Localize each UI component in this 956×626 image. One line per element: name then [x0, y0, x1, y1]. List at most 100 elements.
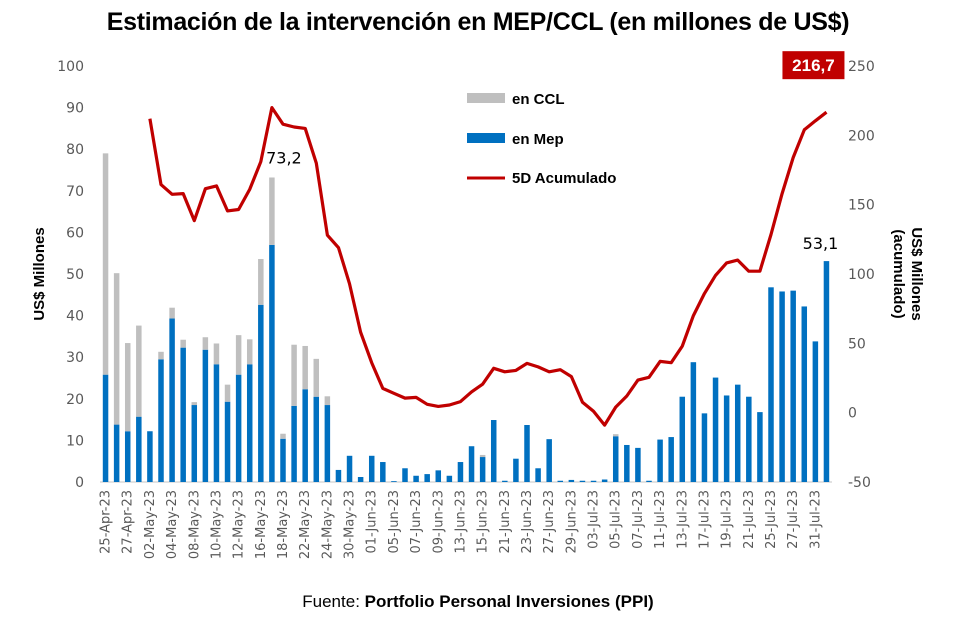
bar-mep: [158, 359, 164, 482]
bar-mep: [169, 318, 175, 482]
x-tick-label: 07-Jun-23: [409, 490, 424, 554]
source-name: Portfolio Personal Inversiones (PPI): [364, 592, 654, 611]
bar-mep: [801, 306, 808, 482]
y2-tick-label: 250: [848, 59, 875, 75]
bar-mep: [224, 401, 231, 482]
legend-label-mep: en Mep: [512, 131, 564, 148]
bar-mep: [391, 481, 397, 482]
y2-tick-label: 50: [848, 336, 866, 352]
bar-mep: [479, 457, 486, 482]
chart-title: Estimación de la intervención en MEP/CCL…: [106, 8, 850, 36]
x-tick-label: 18-May-23: [276, 490, 291, 559]
bar-mep: [690, 362, 697, 482]
x-axis: 25-Apr-23 27-Apr-23 02-May-23 04-May-23 08-M…: [99, 490, 824, 559]
x-tick-label: 21-Jun-23: [498, 490, 513, 554]
bar-mep: [757, 412, 763, 482]
legend-item-mep: en Mep: [467, 131, 564, 148]
bar-mep: [779, 291, 785, 482]
x-tick-label: 02-May-23: [143, 490, 158, 559]
x-tick-label: 30-May-23: [343, 490, 358, 559]
bar-ccl: [136, 325, 142, 417]
bar-mep: [490, 420, 497, 482]
bar-mep: [246, 364, 253, 482]
x-tick-label: 23-Jun-23: [520, 490, 535, 554]
x-tick-label: 25-Jul-23: [764, 490, 779, 549]
bar-mep: [258, 304, 264, 482]
bar-mep: [324, 405, 331, 482]
y-tick-label: 100: [57, 59, 84, 75]
bar-mep: [601, 479, 608, 482]
bar-mep: [468, 446, 475, 482]
bar-ccl: [124, 343, 131, 432]
x-tick-label: 11-Jul-23: [653, 490, 668, 549]
bar-mep: [557, 480, 564, 482]
y-tick-label: 50: [66, 267, 84, 283]
bar-mep: [590, 480, 597, 482]
x-tick-label: 27-Apr-23: [121, 490, 136, 554]
bar-ccl: [235, 335, 242, 375]
bar-mep: [335, 469, 342, 482]
y-axis-left: 0 10 20 30 40 50 60 70 80 90 100: [57, 59, 84, 491]
bar-mep: [202, 349, 209, 482]
y-axis-right: -50 0 50 100 150 200 250: [848, 59, 875, 491]
x-tick-label: 12-May-23: [232, 490, 247, 559]
y2-tick-label: 0: [848, 406, 857, 422]
data-label-last-bar: 53,1: [803, 234, 839, 253]
bar-mep: [136, 416, 142, 482]
bar-ccl: [280, 433, 286, 439]
bar-mep: [280, 438, 286, 482]
y2-axis-title-line2: (acumulado): [890, 229, 907, 318]
y-axis-title: US$ Millones: [31, 227, 48, 320]
bar-mep: [768, 287, 774, 482]
x-tick-label: 09-Jun-23: [431, 490, 446, 554]
bar-ccl: [213, 343, 220, 365]
x-tick-label: 08-May-23: [187, 490, 202, 559]
y-tick-label: 40: [66, 309, 84, 325]
x-tick-label: 27-Jul-23: [786, 490, 801, 549]
bar-ccl: [158, 351, 164, 360]
bar-ccl: [302, 345, 308, 390]
bar-ccl: [191, 402, 198, 406]
bar-mep: [712, 377, 719, 482]
bar-mep: [213, 364, 220, 482]
bar-mep: [313, 396, 320, 482]
bar-mep: [823, 261, 830, 482]
legend-item-ccl: en CCL: [467, 91, 565, 108]
x-tick-label: 03-Jul-23: [587, 490, 602, 549]
bar-mep: [269, 244, 275, 482]
x-tick-label: 24-May-23: [320, 490, 335, 559]
bar-mep: [402, 468, 408, 482]
bar-mep: [446, 475, 453, 482]
bar-ccl: [102, 153, 109, 375]
x-tick-label: 10-May-23: [209, 490, 224, 559]
bar-mep: [235, 374, 242, 482]
bar-mep: [635, 447, 641, 482]
bar-mep: [790, 290, 796, 482]
legend-label-ccl: en CCL: [512, 91, 565, 108]
bar-mep: [546, 439, 552, 482]
x-tick-label: 21-Jul-23: [742, 490, 757, 549]
x-tick-label: 25-Apr-23: [99, 490, 114, 554]
bar-mep: [124, 431, 131, 482]
x-tick-label: 29-Jun-23: [564, 490, 579, 554]
x-tick-label: 05-Jun-23: [387, 490, 402, 554]
bar-mep: [701, 413, 708, 482]
y-tick-label: 10: [66, 433, 84, 449]
bar-ccl: [202, 337, 209, 350]
y-tick-label: 30: [66, 350, 84, 366]
y-tick-label: 20: [66, 392, 84, 408]
bar-mep: [502, 480, 508, 482]
bar-ccl: [313, 358, 320, 397]
x-tick-label: 04-May-23: [165, 490, 180, 559]
badge-last-line-value: 216,7: [782, 51, 845, 80]
x-tick-label: 05-Jul-23: [609, 490, 624, 549]
y-tick-label: 80: [66, 142, 84, 158]
x-tick-label: 13-Jul-23: [675, 490, 690, 549]
bar-mep: [579, 480, 586, 482]
bar-ccl: [291, 344, 297, 406]
bar-mep: [424, 474, 430, 482]
bar-mep: [524, 425, 530, 482]
bar-ccl: [269, 177, 275, 245]
line-5d-acumulado: [148, 105, 828, 427]
